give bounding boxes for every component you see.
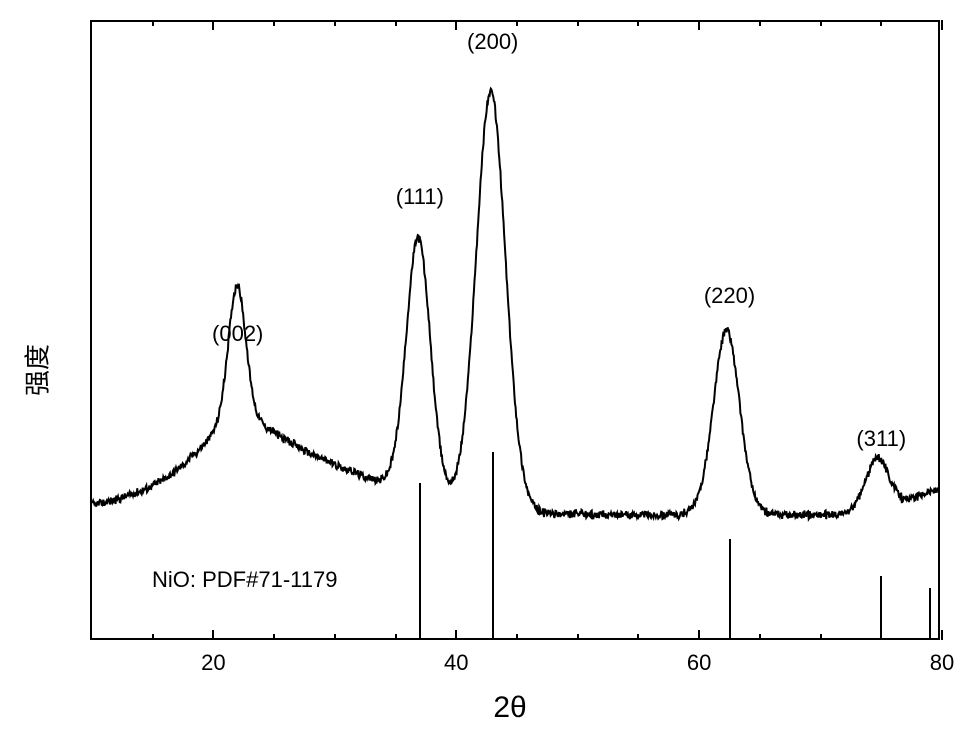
- x-tick: [212, 630, 214, 640]
- x-tick-top-minor: [577, 20, 579, 26]
- reference-stick: [492, 452, 494, 638]
- x-tick-minor: [637, 634, 639, 640]
- x-tick-top-minor: [637, 20, 639, 26]
- x-tick-top-minor: [152, 20, 154, 26]
- peak-label: (311): [856, 426, 906, 452]
- x-axis-label: 2θ: [493, 691, 526, 725]
- peak-label: (002): [212, 321, 263, 347]
- x-tick-minor: [880, 634, 882, 640]
- x-tick-minor: [273, 634, 275, 640]
- x-tick-top-minor: [880, 20, 882, 26]
- peak-label: (111): [396, 184, 444, 210]
- reference-stick: [419, 483, 421, 638]
- reference-stick: [929, 588, 931, 638]
- y-axis-label: 强度: [18, 344, 55, 396]
- xrd-chart: 强度 NiO: PDF#71-1179 (002)(111)(200)(220)…: [60, 20, 960, 720]
- x-tick-top-minor: [759, 20, 761, 26]
- x-tick-top-minor: [820, 20, 822, 26]
- x-tick-top-minor: [516, 20, 518, 26]
- x-tick-top-minor: [334, 20, 336, 26]
- peak-label: (200): [467, 29, 518, 55]
- x-tick-top: [212, 20, 214, 30]
- peak-label: (220): [704, 283, 755, 309]
- x-tick-minor: [516, 634, 518, 640]
- reference-stick: [880, 576, 882, 638]
- x-tick: [455, 630, 457, 640]
- x-tick-top-minor: [395, 20, 397, 26]
- reference-stick: [729, 539, 731, 638]
- x-tick-label: 80: [930, 650, 954, 676]
- plot-area: NiO: PDF#71-1179 (002) (111) (200) (220) (31…: [90, 20, 940, 640]
- x-tick-top: [698, 20, 700, 30]
- x-tick-label: 20: [201, 650, 225, 676]
- x-tick: [698, 630, 700, 640]
- x-tick-label: 60: [687, 650, 711, 676]
- x-tick-top: [941, 20, 943, 30]
- x-tick-minor: [395, 634, 397, 640]
- x-tick-minor: [334, 634, 336, 640]
- x-tick: [941, 630, 943, 640]
- x-tick-top: [455, 20, 457, 30]
- reference-label: NiO: PDF#71-1179: [152, 567, 337, 593]
- x-tick-minor: [577, 634, 579, 640]
- x-tick-label: 40: [444, 650, 468, 676]
- x-tick-minor: [759, 634, 761, 640]
- x-tick-top-minor: [273, 20, 275, 26]
- x-tick-minor: [152, 634, 154, 640]
- x-tick-minor: [820, 634, 822, 640]
